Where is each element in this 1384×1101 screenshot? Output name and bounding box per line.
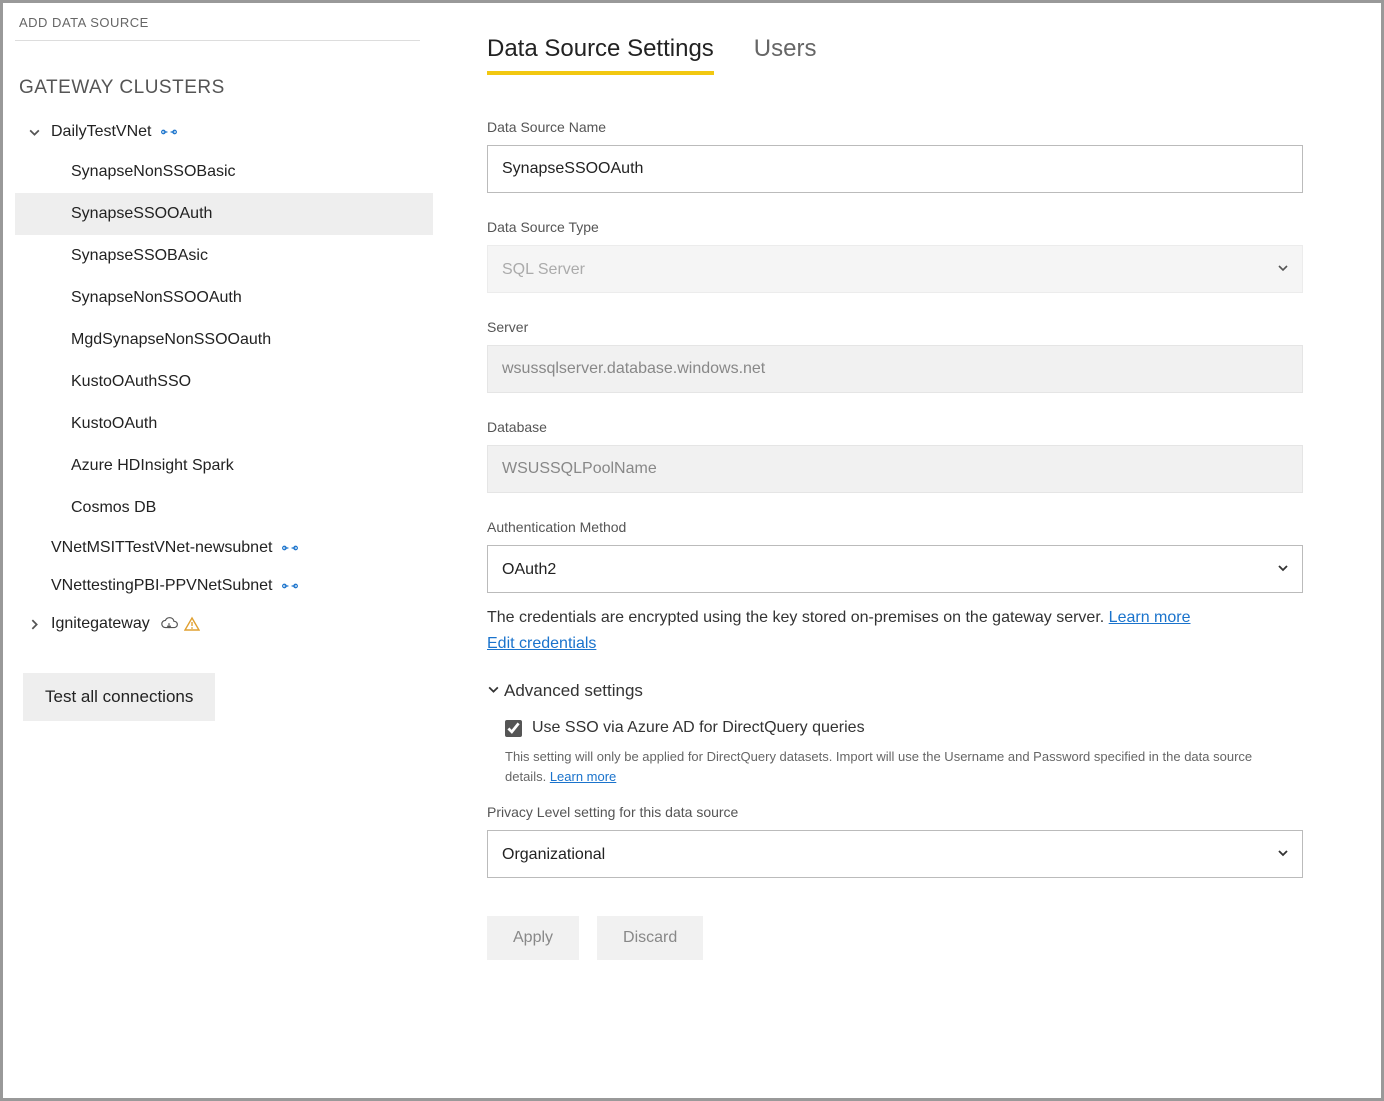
cluster-name: Ignitegateway (51, 615, 150, 633)
sso-checkbox-label: Use SSO via Azure AD for DirectQuery que… (532, 719, 865, 737)
input-data-source-name[interactable] (487, 145, 1303, 193)
tab-data-source-settings[interactable]: Data Source Settings (487, 35, 714, 75)
label-data-source-type: Data Source Type (487, 219, 1303, 235)
datasource-item[interactable]: Azure HDInsight Spark (15, 445, 433, 487)
datasource-item[interactable]: SynapseNonSSOBasic (15, 151, 433, 193)
datasource-item[interactable]: Cosmos DB (15, 487, 433, 529)
action-buttons: Apply Discard (487, 916, 1381, 960)
label-data-source-name: Data Source Name (487, 119, 1303, 135)
label-database: Database (487, 419, 1303, 435)
datasource-item[interactable]: SynapseNonSSOOAuth (15, 277, 433, 319)
link-icon (282, 580, 298, 592)
cred-helper-text: The credentials are encrypted using the … (487, 609, 1109, 626)
field-data-source-name: Data Source Name (487, 119, 1303, 193)
edit-credentials-link[interactable]: Edit credentials (487, 635, 596, 653)
link-icon (161, 126, 177, 138)
label-auth-method: Authentication Method (487, 519, 1303, 535)
gateway-clusters-heading: GATEWAY CLUSTERS (19, 77, 433, 99)
label-server: Server (487, 319, 1303, 335)
cluster-row-vnettesting[interactable]: VNettestingPBI-PPVNetSubnet (15, 567, 433, 605)
chevron-right-icon (25, 618, 43, 631)
datasource-list: SynapseNonSSOBasic SynapseSSOOAuth Synap… (15, 151, 433, 529)
cloud-icon (160, 617, 178, 631)
select-auth-method[interactable]: OAuth2 (487, 545, 1303, 593)
sidebar: ADD DATA SOURCE GATEWAY CLUSTERS DailyTe… (3, 3, 433, 1098)
sso-help-text: This setting will only be applied for Di… (505, 747, 1265, 786)
apply-button[interactable]: Apply (487, 916, 579, 960)
link-icon (282, 542, 298, 554)
sso-learn-more-link[interactable]: Learn more (550, 769, 616, 784)
field-server: Server (487, 319, 1303, 393)
select-privacy-level[interactable]: Organizational (487, 830, 1303, 878)
datasource-item[interactable]: MgdSynapseNonSSOOauth (15, 319, 433, 361)
tabs: Data Source Settings Users (487, 35, 1381, 75)
datasource-item[interactable]: SynapseSSOBAsic (15, 235, 433, 277)
chevron-down-icon (487, 681, 500, 701)
select-data-source-type[interactable]: SQL Server (487, 245, 1303, 293)
cluster-row-dailytestvnet[interactable]: DailyTestVNet (15, 113, 433, 151)
test-all-connections-button[interactable]: Test all connections (23, 673, 215, 721)
chevron-down-icon (25, 126, 43, 139)
cluster-row-ignitegateway[interactable]: Ignitegateway (15, 605, 433, 643)
discard-button[interactable]: Discard (597, 916, 703, 960)
advanced-settings-label: Advanced settings (504, 681, 643, 701)
input-database (487, 445, 1303, 493)
learn-more-link[interactable]: Learn more (1109, 609, 1191, 626)
sso-checkbox-row[interactable]: Use SSO via Azure AD for DirectQuery que… (505, 719, 1381, 737)
cluster-row-vnetmsit[interactable]: VNetMSITTestVNet-newsubnet (15, 529, 433, 567)
input-server (487, 345, 1303, 393)
app-frame: ADD DATA SOURCE GATEWAY CLUSTERS DailyTe… (0, 0, 1384, 1101)
add-data-source-link[interactable]: ADD DATA SOURCE (15, 11, 420, 41)
datasource-item[interactable]: SynapseSSOOAuth (15, 193, 433, 235)
field-auth-method: Authentication Method OAuth2 (487, 519, 1303, 593)
privacy-level-label: Privacy Level setting for this data sour… (487, 804, 1381, 820)
datasource-item[interactable]: KustoOAuth (15, 403, 433, 445)
warning-icon (184, 616, 200, 632)
tab-users[interactable]: Users (754, 35, 817, 75)
datasource-item[interactable]: KustoOAuthSSO (15, 361, 433, 403)
cluster-name: VNetMSITTestVNet-newsubnet (51, 539, 272, 557)
field-database: Database (487, 419, 1303, 493)
sso-checkbox[interactable] (505, 720, 522, 737)
main-panel: Data Source Settings Users Data Source N… (433, 3, 1381, 1098)
field-data-source-type: Data Source Type SQL Server (487, 219, 1303, 293)
advanced-settings-toggle[interactable]: Advanced settings (487, 681, 1381, 701)
cluster-name: VNettestingPBI-PPVNetSubnet (51, 577, 272, 595)
sso-help-span: This setting will only be applied for Di… (505, 749, 1252, 784)
cluster-name: DailyTestVNet (51, 123, 151, 141)
credentials-helper-text: The credentials are encrypted using the … (487, 609, 1381, 627)
